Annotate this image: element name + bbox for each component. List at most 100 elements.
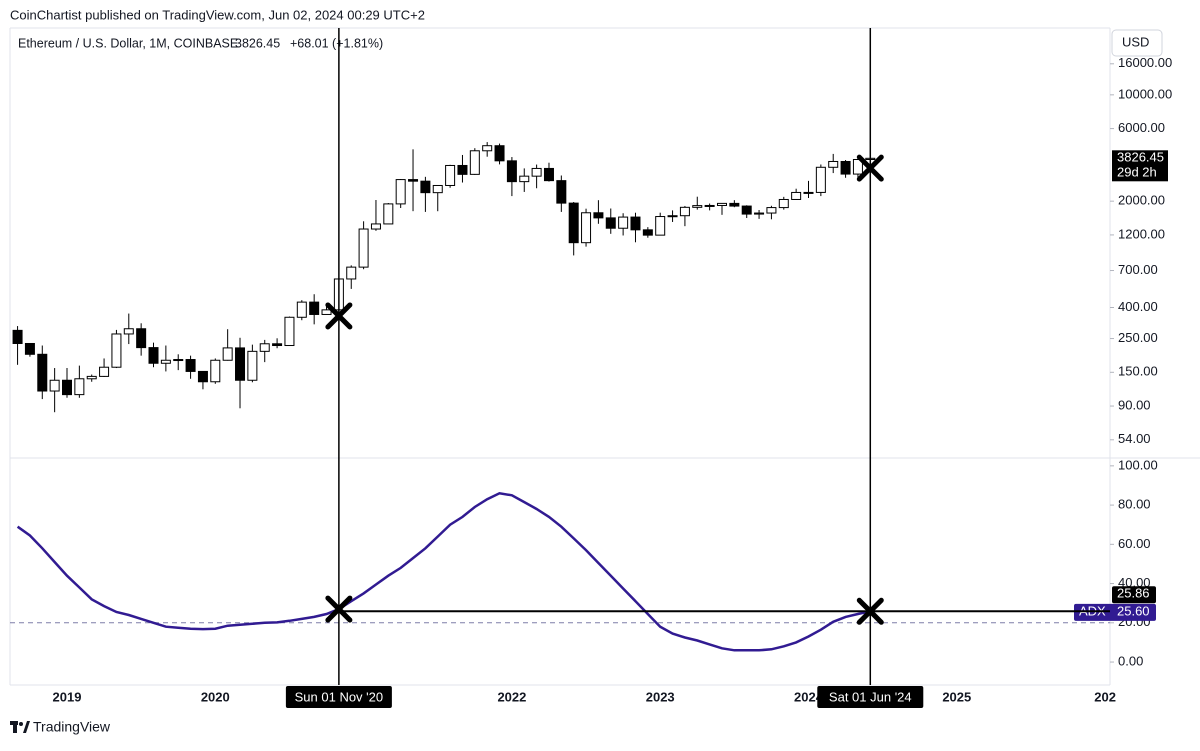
x-tick-label: 2019 [53, 689, 82, 704]
footer-logo [10, 721, 30, 733]
candle-body [704, 204, 715, 207]
plot-area [12, 142, 876, 413]
candle-body [12, 329, 23, 344]
candle-body [716, 202, 727, 206]
candle-body [222, 347, 233, 361]
candle-body [408, 179, 419, 182]
candle-body [766, 207, 777, 214]
candle-body [321, 309, 332, 315]
x-tick-label: 2024 [794, 689, 824, 704]
candle-body [247, 350, 258, 381]
y-tick-label: 40.00 [1118, 575, 1151, 590]
candle-body [148, 347, 159, 364]
candle-body [99, 366, 110, 377]
crosshair-date-box [817, 686, 924, 708]
candle-body [445, 164, 456, 186]
candle-body [24, 342, 35, 355]
y-tick-label: 100.00 [1118, 457, 1158, 472]
last-price-label: 3826.45 [1117, 150, 1164, 165]
candle-body [791, 191, 802, 200]
y-tick-label: 6000.00 [1118, 120, 1165, 135]
y-tick-label: 1200.00 [1118, 226, 1165, 241]
candle-body [543, 167, 554, 182]
y-tick-label: 10000.00 [1118, 86, 1172, 101]
series-last-box [1074, 603, 1156, 621]
price-change: +68.01 (+1.81%) [290, 36, 383, 50]
last-price-box [1112, 150, 1168, 182]
y-tick-label: 0.00 [1118, 653, 1143, 668]
adx-line [16, 492, 871, 652]
candle-body [754, 212, 765, 215]
last-price-legend: 3826.45 [235, 36, 280, 50]
candle-body [667, 215, 678, 218]
candle-body [346, 266, 357, 280]
candle-body [136, 328, 147, 349]
x-marker [856, 597, 884, 625]
candle-body [692, 205, 703, 208]
candle-body [482, 145, 493, 152]
candle-body [556, 180, 567, 204]
candle-body [778, 198, 789, 209]
candle-body [630, 216, 641, 231]
crosshair-date-label: Sun 01 Nov '20 [295, 689, 384, 704]
currency-label[interactable]: USD [1122, 34, 1149, 49]
y-tick-label: 250.00 [1118, 330, 1158, 345]
candle-body [62, 379, 72, 396]
candle-body [358, 228, 369, 268]
candle-body [494, 145, 505, 162]
candle-body [741, 205, 752, 215]
candle-body [655, 216, 666, 236]
candle-body [370, 223, 381, 230]
candle-body [828, 160, 839, 168]
hline-label: 25.86 [1117, 586, 1150, 601]
candle-body [197, 370, 208, 383]
x-tick-label: 2022 [497, 689, 526, 704]
plot-area [10, 492, 1110, 652]
candle-body [111, 333, 122, 368]
candle-body [49, 379, 60, 392]
x-tick-label: 2023 [646, 689, 675, 704]
candle-body [506, 160, 517, 183]
candle-body [296, 301, 307, 318]
candle-body [395, 179, 406, 205]
candle-body [457, 164, 468, 175]
candle-body [272, 343, 283, 347]
candle-body [309, 301, 320, 315]
x-tick-label: 202 [1094, 689, 1116, 704]
currency-button[interactable] [1111, 29, 1163, 57]
y-tick-label: 60.00 [1118, 536, 1151, 551]
crosshair-date-label: Sat 01 Jun '24 [829, 689, 912, 704]
candle-body [37, 353, 48, 392]
y-tick-label: 16000.00 [1118, 55, 1172, 70]
candle-body [593, 212, 604, 219]
candle-body [840, 160, 851, 175]
countdown-label: 29d 2h [1117, 165, 1157, 180]
candle-body [852, 158, 863, 175]
candle-body [581, 212, 592, 244]
candle-body [618, 216, 629, 229]
y-tick-label: 400.00 [1118, 299, 1158, 314]
candle-body [185, 359, 196, 372]
candle-body [284, 316, 295, 347]
candle-body [679, 206, 690, 217]
symbol-title: Ethereum / U.S. Dollar, 1M, COINBASE [18, 36, 238, 50]
candle-body [86, 375, 97, 380]
candle-body [519, 175, 530, 183]
footer-brand: TradingView [33, 719, 111, 735]
candle-body [173, 359, 184, 362]
candle-body [815, 166, 826, 193]
candle-body [259, 343, 270, 352]
candle-body [420, 180, 431, 194]
y-tick-label: 150.00 [1118, 364, 1158, 379]
candle-body [235, 347, 246, 381]
candle-body [803, 191, 814, 194]
x-tick-label: 2020 [201, 689, 230, 704]
y-tick-label: 2000.00 [1118, 193, 1165, 208]
hline-box [1112, 586, 1156, 604]
publish-header: CoinChartist published on TradingView.co… [10, 7, 425, 22]
x-marker [856, 154, 884, 182]
candle-body [123, 328, 134, 335]
